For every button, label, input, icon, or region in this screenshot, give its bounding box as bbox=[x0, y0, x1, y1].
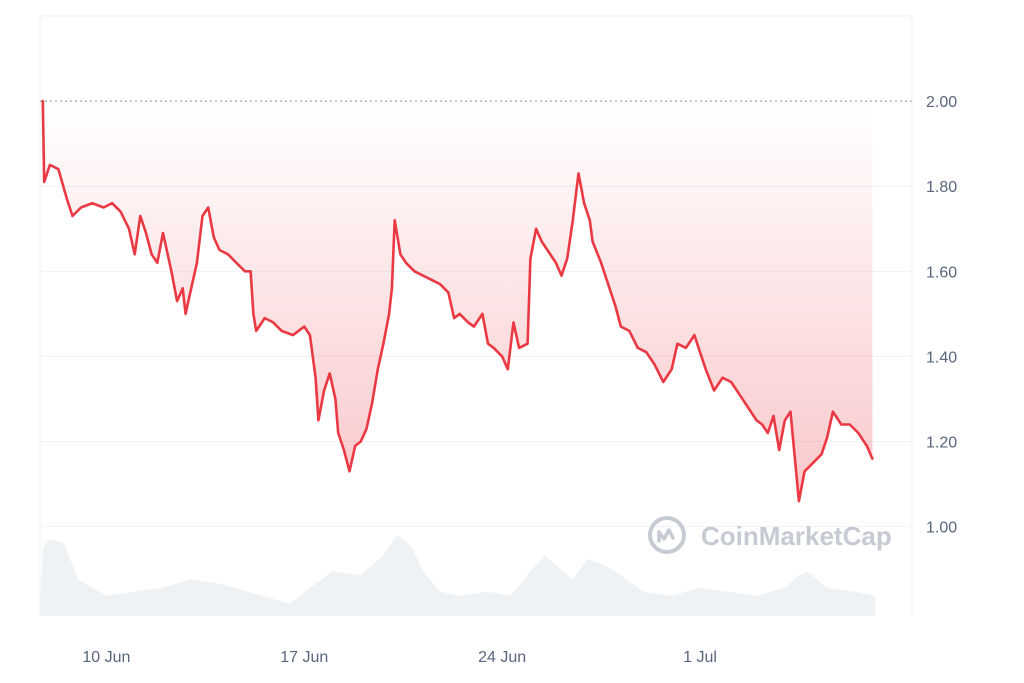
price-line-path bbox=[41, 99, 874, 503]
y-tick-label: 1.80 bbox=[926, 179, 957, 196]
y-tick-label: 2.00 bbox=[926, 94, 957, 111]
price-area bbox=[42, 101, 873, 502]
coinmarketcap-logo-icon bbox=[648, 516, 686, 554]
x-tick-label: 24 Jun bbox=[478, 649, 526, 666]
y-axis: 2.00 1.80 1.60 1.40 1.20 1.00 bbox=[926, 94, 957, 537]
x-tick-label: 10 Jun bbox=[82, 649, 130, 666]
y-tick-label: 1.00 bbox=[926, 520, 957, 537]
price-line bbox=[41, 99, 874, 503]
volume-area bbox=[40, 535, 876, 616]
watermark: CoinMarketCap bbox=[648, 516, 892, 554]
volume-shape bbox=[40, 535, 876, 616]
y-tick-label: 1.40 bbox=[926, 349, 957, 366]
y-tick-label: 1.60 bbox=[926, 264, 957, 281]
price-area-shape bbox=[42, 101, 873, 502]
watermark-text: CoinMarketCap bbox=[701, 521, 892, 551]
x-tick-label: 1 Jul bbox=[683, 649, 717, 666]
x-axis: 10 Jun 17 Jun 24 Jun 1 Jul bbox=[82, 649, 717, 666]
x-tick-label: 17 Jun bbox=[280, 649, 328, 666]
y-tick-label: 1.20 bbox=[926, 435, 957, 452]
